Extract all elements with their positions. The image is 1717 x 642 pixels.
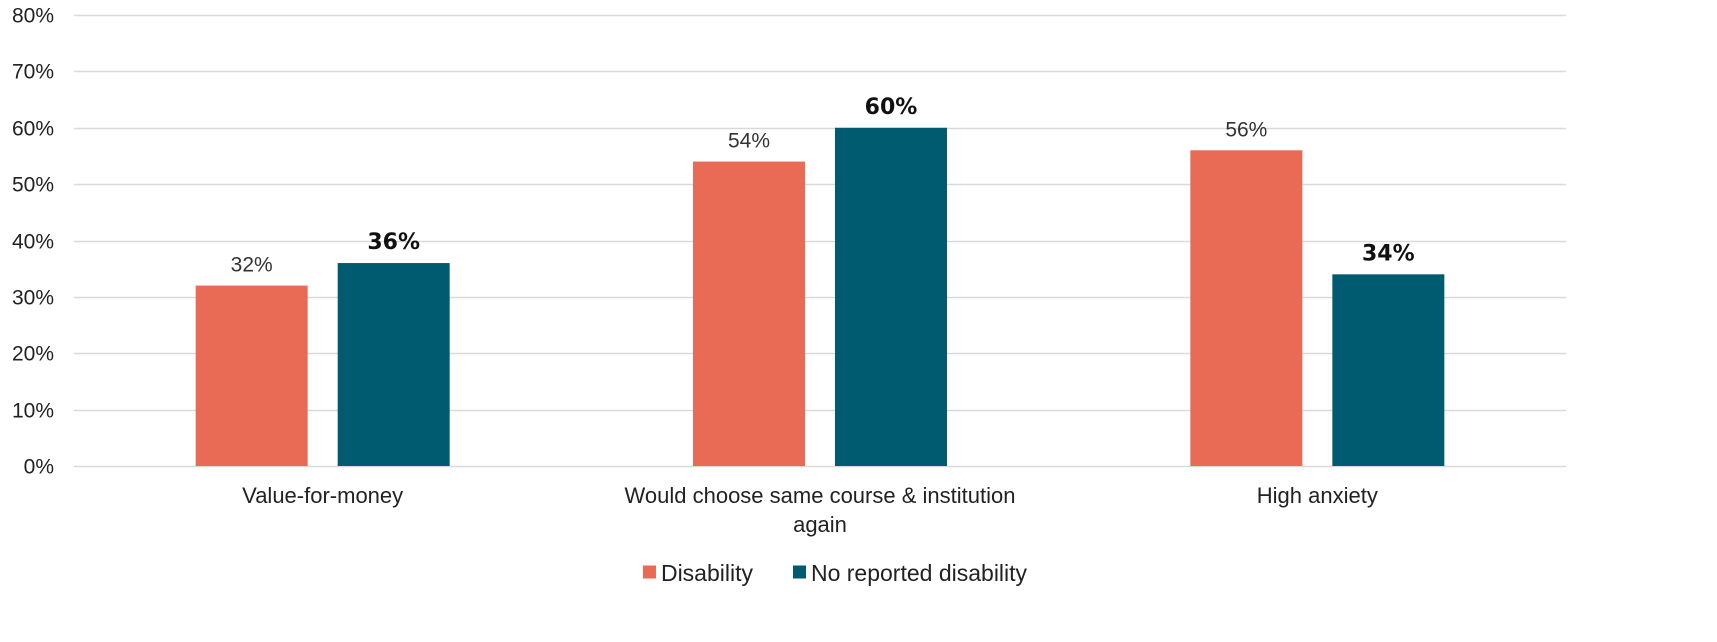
legend-label: No reported disability <box>811 560 1028 586</box>
category-label: High anxiety <box>1257 483 1378 508</box>
data-label: 36% <box>367 230 420 255</box>
legend-label: Disability <box>661 560 754 586</box>
y-tick-label: 20% <box>12 343 54 366</box>
data-label: 54% <box>728 130 770 153</box>
y-tick-label: 0% <box>24 456 54 479</box>
bar-no-reported-disability <box>337 263 450 466</box>
y-tick-label: 50% <box>12 174 54 197</box>
y-tick-label: 70% <box>12 61 54 84</box>
category-label: Would choose same course & institution <box>625 483 1016 508</box>
category-label: again <box>793 512 847 537</box>
legend-swatch-no-reported-disability <box>792 565 806 579</box>
y-tick-label: 80% <box>12 5 54 28</box>
x-axis: Value-for-money Would choose same course … <box>242 483 1378 537</box>
y-tick-label: 40% <box>12 231 54 254</box>
y-axis: 0% 10% 20% 30% 40% 50% 60% 70% 80% <box>12 5 54 479</box>
bar-no-reported-disability <box>1332 274 1445 466</box>
data-label: 56% <box>1225 118 1267 141</box>
data-label: 60% <box>865 95 918 120</box>
data-label: 32% <box>231 254 273 277</box>
y-tick-label: 10% <box>12 400 54 423</box>
data-label: 34% <box>1362 241 1415 266</box>
y-tick-label: 60% <box>12 118 54 141</box>
category-label: Value-for-money <box>242 483 403 508</box>
legend: Disability No reported disability <box>642 560 1028 586</box>
legend-swatch-disability <box>642 565 656 579</box>
data-labels: 32% 36% 54% 60% 56% 34% <box>231 95 1415 277</box>
bar-disability <box>195 285 308 466</box>
bar-disability <box>1190 150 1303 467</box>
bar-disability <box>693 161 805 466</box>
gridlines <box>74 14 1566 468</box>
bar-no-reported-disability <box>835 127 947 466</box>
y-tick-label: 30% <box>12 287 54 310</box>
bars <box>195 127 1445 467</box>
